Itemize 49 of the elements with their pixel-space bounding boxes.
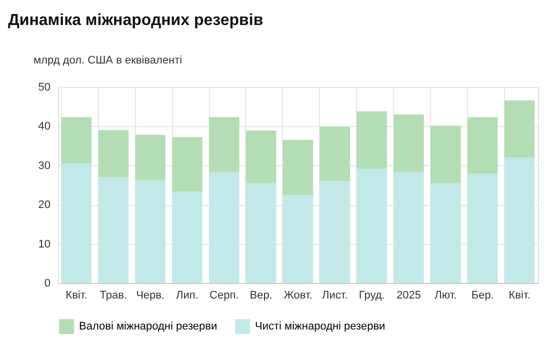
bar	[430, 126, 461, 184]
bar	[135, 180, 166, 283]
bar	[394, 114, 424, 172]
y-tick-label: 50	[38, 82, 50, 94]
x-tick-label: Бер.	[471, 290, 494, 302]
bar	[394, 172, 424, 283]
bar	[467, 117, 498, 174]
x-tick-label: Квіт.	[66, 290, 88, 302]
y-tick-label: 10	[38, 238, 50, 250]
x-tick-label: Серп.	[210, 290, 239, 302]
bar	[209, 117, 240, 172]
bar	[246, 183, 276, 283]
bar	[61, 163, 92, 283]
bar	[320, 126, 350, 182]
legend-label: Валові міжнародні резерви	[79, 320, 218, 333]
x-tick-label: Жовт.	[284, 290, 312, 302]
bar	[282, 140, 314, 196]
bar	[61, 117, 92, 164]
bar	[135, 134, 166, 180]
chart-title: Динаміка міжнародних резервів	[8, 12, 264, 29]
bar	[282, 195, 314, 283]
bar	[504, 158, 535, 283]
bar	[356, 111, 387, 169]
bar	[98, 130, 129, 178]
x-tick-label: Черв.	[136, 290, 165, 302]
x-tick-label: Лют.	[434, 290, 457, 302]
legend-label: Чисті міжнародні резерви	[255, 320, 386, 333]
bar	[172, 192, 202, 283]
y-tick-label: 30	[38, 160, 50, 172]
x-tick-label: Лист.	[322, 290, 348, 302]
bar	[98, 177, 129, 283]
y-tick-label: 40	[38, 120, 50, 133]
y-axis-title: млрд дол. США в еквіваленті	[34, 54, 182, 66]
bar	[356, 168, 387, 283]
x-tick-label: Квіт.	[508, 290, 530, 302]
bar	[467, 174, 498, 283]
bar	[504, 100, 535, 158]
y-tick-label: 20	[38, 199, 50, 212]
x-tick-label: Груд.	[358, 290, 385, 302]
bar	[320, 181, 350, 283]
bar	[172, 137, 202, 192]
x-tick-label: Лип.	[176, 290, 198, 302]
x-tick-label: Трав.	[100, 290, 128, 302]
x-tick-label: Вер.	[250, 290, 272, 302]
y-tick-label: 0	[44, 278, 50, 290]
bar	[246, 130, 276, 184]
x-tick-label: 2025	[396, 290, 422, 302]
bar	[430, 183, 461, 283]
bar	[209, 172, 240, 283]
